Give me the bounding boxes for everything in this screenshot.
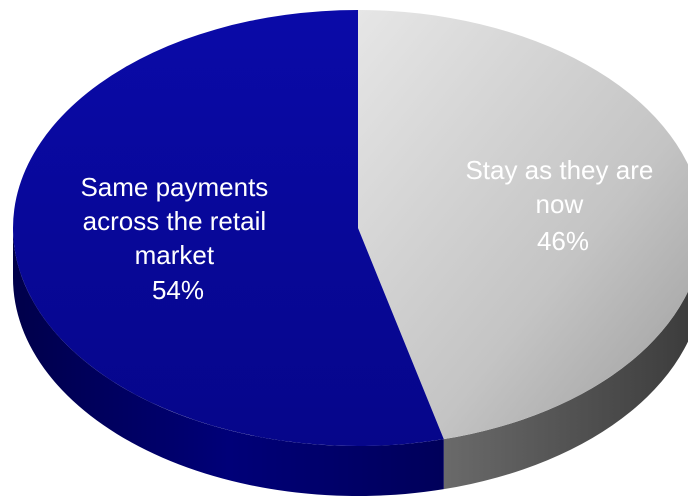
slice-label-stay-line1: Stay as they are xyxy=(465,155,653,185)
slice-same-payments xyxy=(12,10,444,447)
slice-label-same-line2: across the retail xyxy=(83,206,267,236)
slice-stay xyxy=(358,10,688,440)
slice-label-stay-line2: now xyxy=(536,189,584,219)
slice-value-same-payments: 54% xyxy=(152,275,204,305)
slice-label-same-payments: Same payments across the retail market 5… xyxy=(80,172,275,305)
slice-label-same-line1: Same payments xyxy=(80,172,268,202)
slice-value-stay: 46% xyxy=(537,226,589,256)
slice-label-stay: Stay as they are now 46% xyxy=(465,155,660,256)
slice-stay-side xyxy=(443,291,688,490)
slice-same-payments-side xyxy=(13,228,444,496)
slice-label-same-line3: market xyxy=(135,240,215,270)
